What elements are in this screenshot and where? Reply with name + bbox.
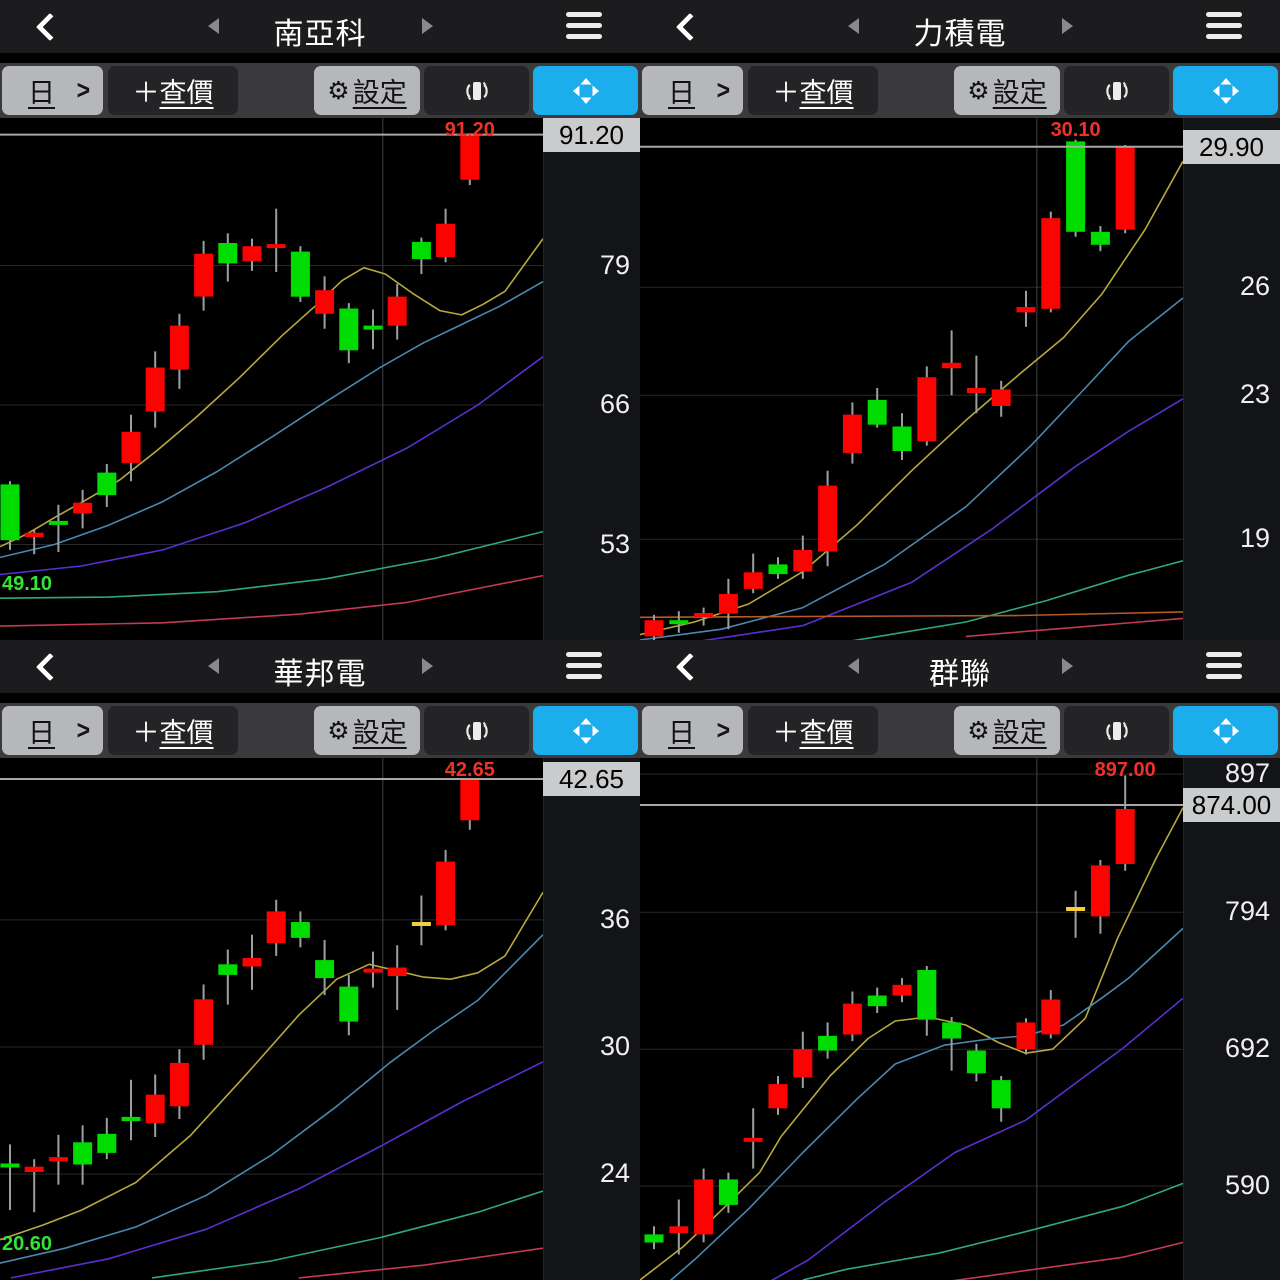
- four-way-arrows-icon: [1212, 77, 1239, 104]
- menu-icon[interactable]: [566, 652, 602, 685]
- add-quote-button[interactable]: ＋查價: [748, 706, 878, 755]
- low-price-label: 49.10: [2, 573, 53, 596]
- pan-mode-button[interactable]: [533, 66, 638, 115]
- back-icon[interactable]: [35, 652, 65, 682]
- menu-icon[interactable]: [1206, 652, 1242, 685]
- high-price-label: 91.20: [444, 119, 495, 141]
- nav-bar: 群聯: [640, 640, 1280, 693]
- period-button[interactable]: 日 >: [2, 706, 103, 755]
- candlestick-chart[interactable]: 36 30 24 42.65 42.65 20.60: [0, 758, 640, 1280]
- axis-tick: 36: [599, 903, 630, 934]
- axis-tick: 30: [599, 1030, 630, 1061]
- settings-button[interactable]: ⚙ 設定: [314, 706, 420, 755]
- axis-tick: 794: [1224, 896, 1270, 927]
- gear-icon: ⚙: [327, 76, 350, 105]
- prev-stock-icon[interactable]: [208, 18, 219, 34]
- next-stock-icon[interactable]: [1062, 658, 1073, 674]
- price-axis: [543, 758, 640, 1280]
- low-price-label: 20.60: [2, 1233, 53, 1256]
- prev-stock-icon[interactable]: [848, 18, 859, 34]
- current-price-box: 29.90: [1183, 129, 1280, 164]
- chevron-right-icon: >: [716, 714, 730, 745]
- stock-panel-winbond: 華邦電 日 > ＋查價 ⚙ 設定 36 30 24 42.65 42.65 20.60: [0, 640, 640, 1280]
- menu-icon[interactable]: [566, 12, 602, 45]
- settings-button[interactable]: ⚙ 設定: [954, 66, 1060, 115]
- axis-tick: 53: [599, 528, 630, 559]
- nav-bar: 力積電: [640, 0, 1280, 53]
- axis-tick: 897: [1224, 758, 1270, 789]
- chevron-right-icon: >: [716, 74, 730, 105]
- toolbar: 日 > ＋查價 ⚙ 設定: [640, 703, 1280, 758]
- gear-icon: ⚙: [967, 716, 990, 745]
- current-price-box: 91.20: [543, 117, 640, 152]
- current-price-box: 874.00: [1183, 787, 1280, 822]
- stock-title: 華邦電: [273, 658, 367, 691]
- rotate-screen-button[interactable]: [1064, 66, 1169, 115]
- price-axis: [543, 118, 640, 640]
- period-button[interactable]: 日 >: [2, 66, 103, 115]
- period-button[interactable]: 日 >: [642, 706, 743, 755]
- price-axis: [1183, 118, 1280, 640]
- add-quote-button[interactable]: ＋查價: [748, 66, 878, 115]
- menu-icon[interactable]: [1206, 12, 1242, 45]
- four-way-arrows-icon: [572, 77, 599, 104]
- rotate-phone-icon: [465, 81, 488, 100]
- rotate-phone-icon: [465, 721, 488, 740]
- stock-panel-nanya: 南亞科 日 > ＋查價 ⚙ 設定 79 66 53 91.20 91.20 49.10: [0, 0, 640, 640]
- axis-tick: 26: [1239, 271, 1270, 302]
- axis-tick: 19: [1239, 523, 1270, 554]
- candlestick-chart[interactable]: 79 66 53 91.20 91.20 49.10: [0, 117, 640, 640]
- four-way-arrows-icon: [1212, 717, 1239, 744]
- high-price-label: 897.00: [1094, 759, 1156, 781]
- price-axis: [1183, 758, 1280, 1280]
- back-icon[interactable]: [675, 652, 705, 682]
- back-icon[interactable]: [675, 12, 705, 42]
- nav-bar: 華邦電: [0, 640, 640, 693]
- gear-icon: ⚙: [327, 716, 350, 745]
- rotate-screen-button[interactable]: [424, 706, 529, 755]
- high-price-label: 30.10: [1050, 119, 1101, 141]
- stock-title: 南亞科: [273, 18, 367, 51]
- nav-bar: 南亞科: [0, 0, 640, 53]
- stock-title: 力積電: [913, 18, 1007, 51]
- prev-stock-icon[interactable]: [208, 658, 219, 674]
- settings-button[interactable]: ⚙ 設定: [954, 706, 1060, 755]
- stock-panel-powerchip: 力積電 日 > ＋查價 ⚙ 設定 26 23 19 29.90 30.10: [640, 0, 1280, 640]
- axis-tick: 79: [599, 249, 630, 280]
- toolbar: 日 > ＋查價 ⚙ 設定: [0, 63, 640, 118]
- rotate-screen-button[interactable]: [424, 66, 529, 115]
- add-quote-button[interactable]: ＋查價: [108, 706, 238, 755]
- add-quote-button[interactable]: ＋查價: [108, 66, 238, 115]
- rotate-phone-icon: [1105, 81, 1128, 100]
- period-button[interactable]: 日 >: [642, 66, 743, 115]
- axis-tick: 24: [599, 1158, 630, 1189]
- pan-mode-button[interactable]: [1173, 706, 1278, 755]
- four-way-arrows-icon: [572, 717, 599, 744]
- back-icon[interactable]: [35, 12, 65, 42]
- toolbar: 日 > ＋查價 ⚙ 設定: [640, 63, 1280, 118]
- current-price-box: 42.65: [543, 761, 640, 796]
- pan-mode-button[interactable]: [1173, 66, 1278, 115]
- chevron-right-icon: >: [76, 74, 90, 105]
- axis-tick: 66: [599, 389, 630, 420]
- next-stock-icon[interactable]: [422, 658, 433, 674]
- rotate-phone-icon: [1105, 721, 1128, 740]
- axis-tick: 23: [1239, 379, 1270, 410]
- stock-title: 群聯: [929, 658, 991, 691]
- high-price-label: 42.65: [444, 759, 495, 781]
- next-stock-icon[interactable]: [422, 18, 433, 34]
- next-stock-icon[interactable]: [1062, 18, 1073, 34]
- stock-panel-phison: 群聯 日 > ＋查價 ⚙ 設定 897 794 692 590 874.00 897.00: [640, 640, 1280, 1280]
- chevron-right-icon: >: [76, 714, 90, 745]
- axis-tick: 590: [1224, 1170, 1270, 1201]
- gear-icon: ⚙: [967, 76, 990, 105]
- axis-tick: 692: [1224, 1033, 1270, 1064]
- rotate-screen-button[interactable]: [1064, 706, 1169, 755]
- toolbar: 日 > ＋查價 ⚙ 設定: [0, 703, 640, 758]
- candlestick-chart[interactable]: 26 23 19 29.90 30.10: [640, 118, 1280, 640]
- prev-stock-icon[interactable]: [848, 658, 859, 674]
- candlestick-chart[interactable]: 897 794 692 590 874.00 897.00: [640, 758, 1280, 1280]
- settings-button[interactable]: ⚙ 設定: [314, 66, 420, 115]
- pan-mode-button[interactable]: [533, 706, 638, 755]
